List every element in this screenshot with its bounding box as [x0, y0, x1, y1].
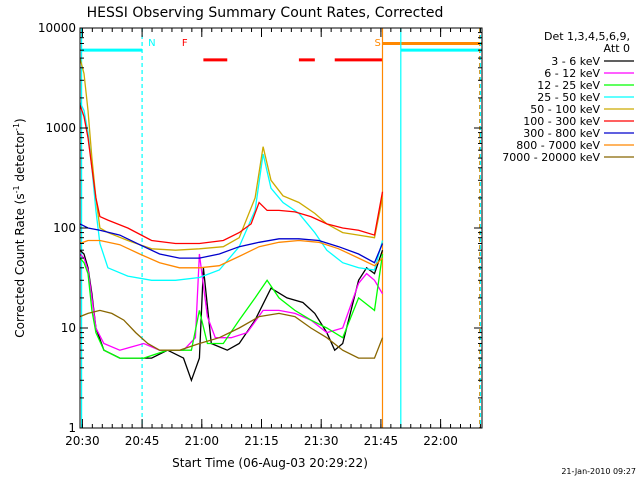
x-tick-label: 20:45 — [125, 434, 160, 448]
y-axis-ticks: 1 10 100 1000 10000 — [38, 21, 482, 435]
x-tick-label: 21:00 — [184, 434, 219, 448]
x-tick-label: 21:15 — [244, 434, 279, 448]
x-tick-label: 22:00 — [423, 434, 458, 448]
x-axis-label: Start Time (06-Aug-03 20:29:22) — [172, 456, 368, 470]
flag-annotation-s: S — [374, 38, 380, 49]
y-tick-label: 10 — [61, 321, 76, 335]
flag-annotation-n: N — [148, 38, 155, 49]
series-line-6 — [80, 223, 384, 264]
series-line-7 — [80, 239, 383, 269]
flag-annotation-f: F — [182, 38, 188, 49]
y-axis-label-part3: ) — [13, 118, 27, 123]
legend-label: 100 - 300 keV — [523, 115, 600, 128]
legend-label: 50 - 100 keV — [530, 103, 600, 116]
footer-date: 21-Jan-2010 09:27 — [561, 467, 636, 476]
legend-label: 800 - 7000 keV — [516, 139, 600, 152]
chart-title: HESSI Observing Summary Count Rates, Cor… — [87, 5, 444, 21]
legend-label: 6 - 12 keV — [544, 67, 600, 80]
y-tick-label: 1 — [68, 421, 76, 435]
x-tick-label: 20:30 — [65, 434, 100, 448]
series-line-1 — [80, 253, 384, 351]
x-tick-label: 21:30 — [304, 434, 339, 448]
legend-label: 25 - 50 keV — [537, 91, 600, 104]
x-axis-ticks: 20:30 20:45 21:00 21:15 21:30 21:45 22:00 — [65, 28, 481, 448]
legend-header-detectors: Det 1,3,4,5,6,9, — [544, 30, 630, 43]
x-tick-label: 21:45 — [364, 434, 399, 448]
series-line-3 — [80, 102, 384, 281]
series-line-8 — [80, 309, 384, 359]
y-axis-label-part1: Corrected Count Rate (s — [13, 193, 27, 337]
y-axis-label: Corrected Count Rate (s-1 detector-1) — [12, 118, 27, 337]
flag-bars — [81, 41, 482, 62]
y-axis-label-sup2: -1 — [12, 123, 21, 131]
y-tick-label: 10000 — [38, 21, 76, 35]
series-line-2 — [80, 253, 384, 359]
y-tick-label: 1000 — [45, 121, 76, 135]
legend-header-attenuator: Att 0 — [604, 42, 630, 55]
legend-label: 300 - 800 keV — [523, 127, 600, 140]
legend-label: 3 - 6 keV — [551, 55, 600, 68]
legend-label: 7000 - 20000 keV — [502, 151, 600, 164]
series-lines — [80, 57, 384, 383]
y-axis-label-part2: detector — [13, 131, 27, 186]
legend-label: 12 - 25 keV — [537, 79, 600, 92]
series-line-5 — [80, 104, 384, 245]
y-axis-label-sup1: -1 — [12, 185, 21, 193]
y-tick-label: 100 — [53, 221, 76, 235]
